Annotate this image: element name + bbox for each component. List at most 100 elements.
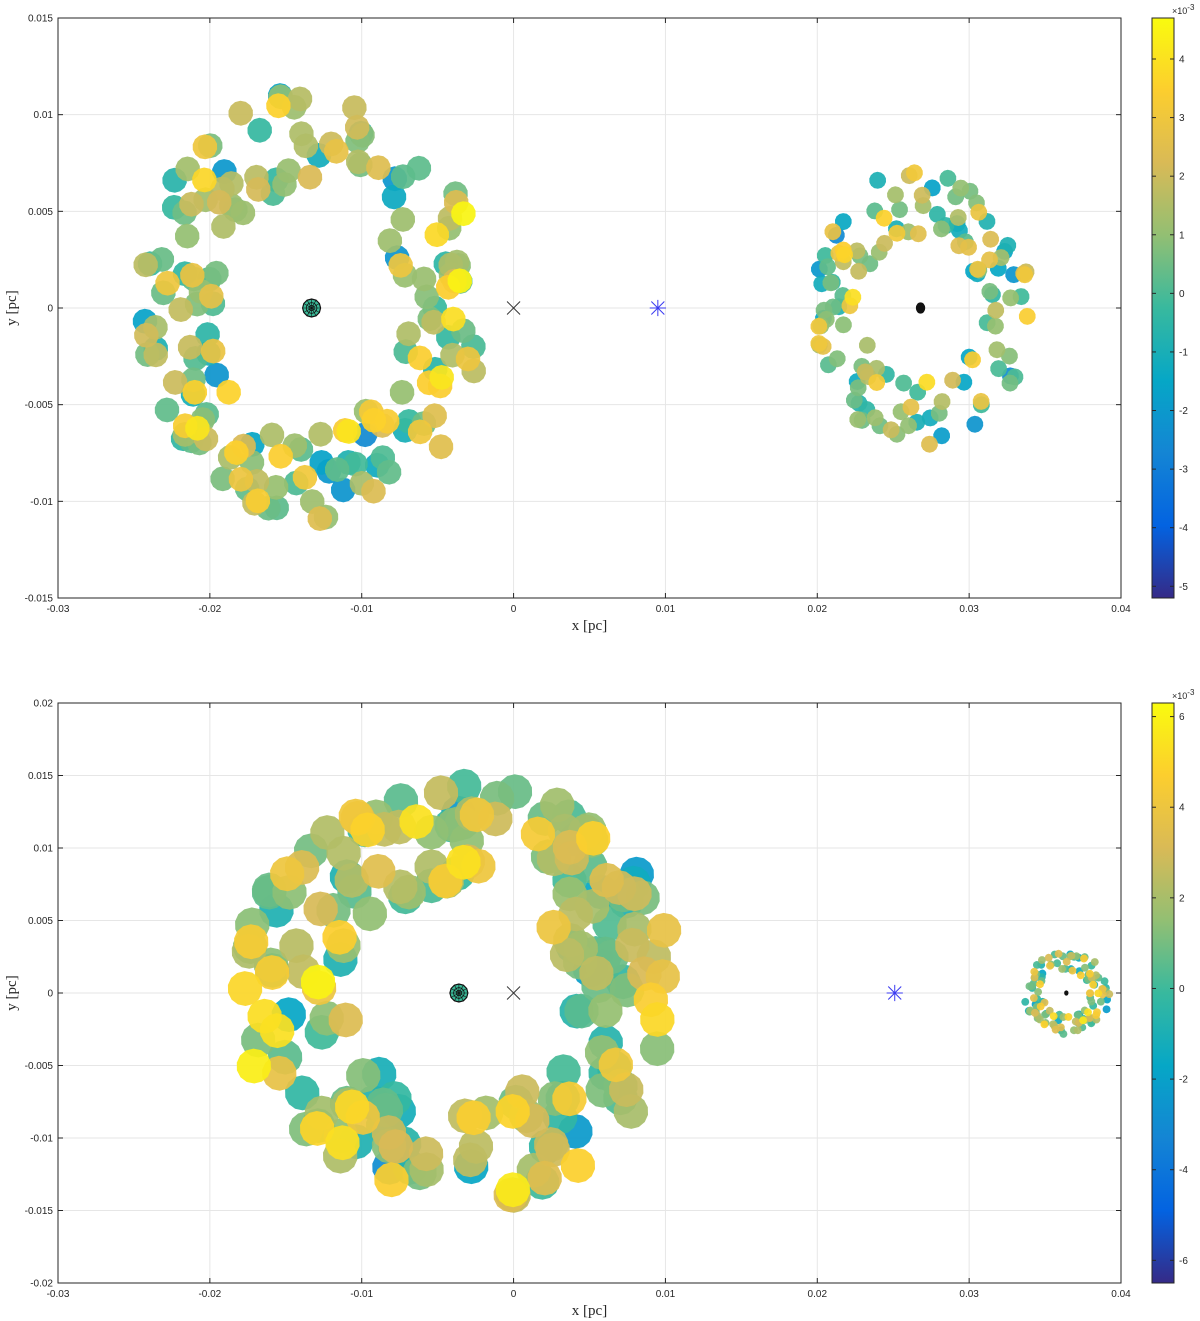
data-point — [293, 133, 319, 159]
colorbar-tick-label: -6 — [1179, 1256, 1188, 1267]
data-point — [1067, 951, 1076, 960]
data-point — [1076, 971, 1085, 980]
data-point — [1064, 1013, 1073, 1021]
data-point — [564, 993, 599, 1029]
y-tick-label: 0.015 — [28, 771, 53, 782]
data-point — [421, 309, 446, 335]
data-point — [325, 1125, 360, 1161]
data-point — [455, 346, 481, 372]
data-point — [446, 844, 481, 880]
data-point — [982, 230, 999, 248]
data-point — [1040, 1020, 1049, 1029]
colorbar: 6 4 2 0 -2 -4 -6 ×10-3 — [1151, 688, 1195, 1284]
data-point — [495, 1094, 530, 1129]
data-point — [856, 363, 874, 381]
data-point — [1046, 961, 1054, 970]
data-point — [900, 417, 917, 435]
point-cluster — [1021, 949, 1114, 1038]
data-point — [325, 457, 350, 482]
y-tick-label: -0.02 — [30, 1279, 53, 1290]
data-point — [352, 896, 387, 932]
data-point — [640, 1031, 675, 1067]
x-tick-label: 0.02 — [808, 1289, 828, 1300]
data-point — [361, 853, 396, 889]
data-point — [227, 971, 263, 1006]
data-point — [168, 297, 193, 322]
data-point — [1086, 969, 1094, 978]
data-point — [891, 201, 908, 219]
data-point — [560, 1148, 595, 1183]
data-point — [866, 409, 884, 427]
data-point — [377, 228, 403, 254]
cross-marker — [506, 301, 521, 315]
colorbar: 4 3 2 1 0 -1 -2 -3 -4 -5 ×10-3 — [1151, 3, 1195, 599]
data-point — [247, 117, 272, 143]
data-point — [1045, 1006, 1054, 1015]
data-point — [182, 379, 207, 405]
data-point — [388, 253, 413, 278]
data-point — [346, 1058, 381, 1093]
data-point — [1051, 1025, 1060, 1034]
colorbar-exponent: ×10-3 — [1172, 688, 1195, 701]
data-point — [588, 993, 623, 1028]
x-tick-label: 0.04 — [1111, 604, 1131, 615]
data-point — [549, 937, 585, 973]
data-point — [1038, 956, 1046, 964]
colorbar-tick-label: -5 — [1179, 582, 1188, 593]
data-point — [390, 207, 415, 232]
data-point — [230, 200, 256, 226]
data-point — [1084, 1008, 1092, 1017]
data-point — [346, 149, 371, 175]
dot-core-marker — [1064, 990, 1069, 996]
y-axis-label: y [pc] — [4, 290, 20, 325]
data-point — [906, 164, 923, 182]
mesh-core-marker — [449, 983, 469, 1003]
x-tick-label: -0.03 — [47, 1289, 70, 1300]
data-point — [1002, 289, 1019, 307]
y-tick-label: -0.01 — [30, 497, 53, 508]
data-point — [987, 317, 1004, 335]
data-point — [1059, 1030, 1068, 1038]
data-point — [287, 86, 313, 112]
data-point — [399, 804, 434, 839]
data-point — [1053, 959, 1062, 968]
data-point — [350, 812, 385, 848]
data-point — [1094, 989, 1103, 998]
data-point — [646, 912, 682, 948]
data-point — [192, 134, 218, 160]
data-point — [844, 288, 862, 306]
data-point — [1100, 977, 1109, 986]
data-point — [381, 184, 407, 210]
data-point — [276, 158, 301, 184]
point-cluster — [227, 768, 682, 1213]
data-point — [981, 251, 998, 269]
data-point — [162, 370, 188, 395]
data-point — [292, 464, 318, 490]
data-point — [589, 862, 624, 898]
data-point — [933, 393, 951, 411]
data-point — [964, 351, 981, 369]
data-point — [1097, 997, 1105, 1006]
data-point — [1001, 374, 1019, 392]
x-axis-label: x [pc] — [572, 1303, 607, 1319]
data-point — [520, 816, 555, 852]
data-point — [407, 419, 433, 445]
data-point — [192, 167, 217, 193]
data-point — [540, 787, 575, 823]
data-point — [429, 365, 454, 390]
x-axis-label: x [pc] — [572, 618, 607, 634]
data-point — [268, 443, 293, 469]
colorbar-tick-label: -1 — [1179, 347, 1188, 358]
star-marker — [649, 299, 666, 317]
data-point — [211, 214, 236, 239]
data-point — [1031, 1008, 1039, 1017]
x-tick-label: 0.03 — [959, 604, 979, 615]
bottom-scatter-panel: -0.03 -0.02 -0.01 0 0.01 0.02 0.03 0.040.020.01… — [4, 688, 1195, 1319]
data-point — [308, 421, 333, 447]
x-tick-label: -0.02 — [198, 1289, 221, 1300]
data-point — [810, 317, 828, 335]
data-point — [266, 93, 291, 119]
data-point — [134, 322, 159, 348]
data-point — [617, 876, 652, 912]
